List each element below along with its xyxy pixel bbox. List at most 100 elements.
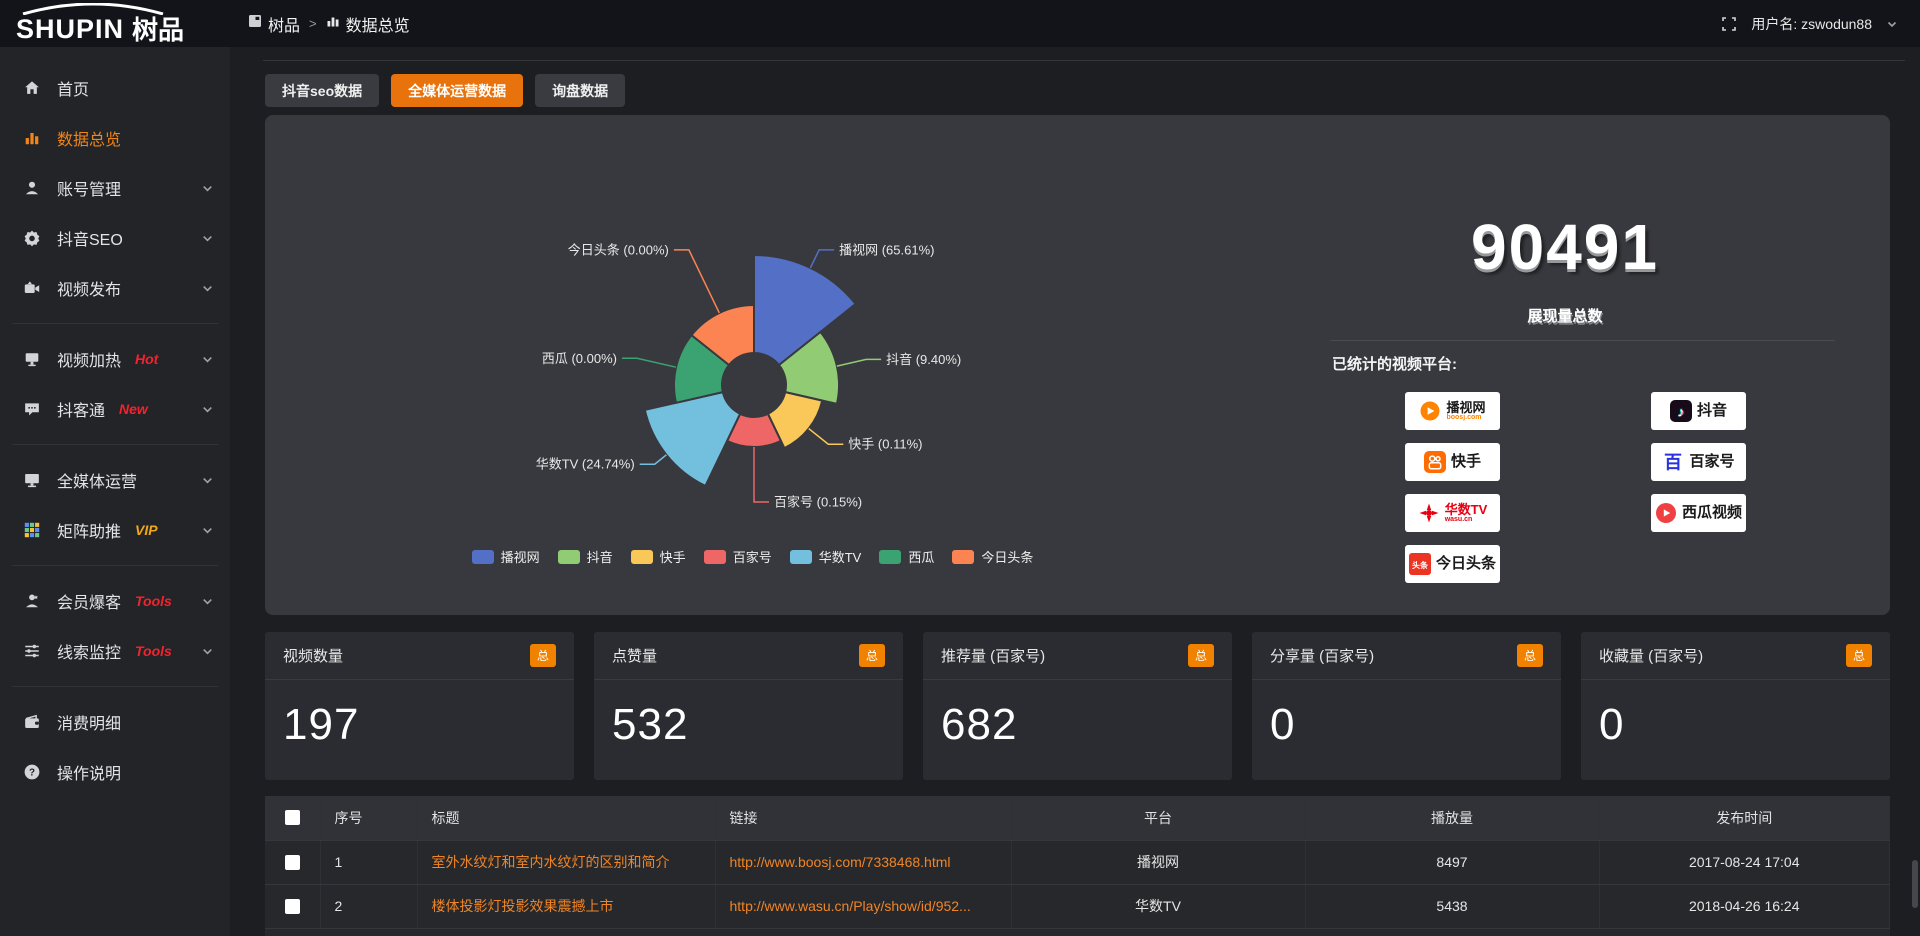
stat-total-badge[interactable]: 总 bbox=[858, 644, 885, 667]
sidebar-item-视频加热[interactable]: 视频加热 Hot bbox=[0, 334, 230, 384]
platform-badge-抖音[interactable]: ♪ ♪ ♪ 抖音 bbox=[1651, 392, 1746, 430]
platform-name: 快手 bbox=[1450, 453, 1481, 471]
legend-item-今日头条[interactable]: 今日头条 bbox=[952, 547, 1033, 566]
cell-link[interactable]: http://www.boosj.com/7338468.html bbox=[715, 840, 1012, 885]
stat-total-badge[interactable]: 总 bbox=[1845, 644, 1872, 667]
legend-label: 华数TV bbox=[818, 550, 862, 565]
row-checkbox[interactable] bbox=[284, 898, 300, 914]
platform-badge-百家号[interactable]: 百百家号 bbox=[1651, 443, 1746, 481]
platform-badge-西瓜视频[interactable]: 西瓜视频 bbox=[1651, 494, 1746, 532]
sidebar-item-视频发布[interactable]: 视频发布 bbox=[0, 263, 230, 313]
pie-slice-华数TV[interactable] bbox=[643, 390, 742, 488]
bar-chart-icon bbox=[22, 129, 42, 147]
sidebar-item-badge: Hot bbox=[135, 351, 159, 367]
stat-total-badge[interactable]: 总 bbox=[529, 644, 556, 667]
sidebar-item-会员爆客[interactable]: 会员爆客 Tools bbox=[0, 576, 230, 626]
pie-slice-今日头条[interactable] bbox=[690, 303, 755, 367]
cell-title[interactable]: 室外水纹灯和室内水纹灯的区别和简介 bbox=[417, 840, 716, 885]
stat-card-分享量 (百家号): 分享量 (百家号) 总 0 bbox=[1252, 632, 1561, 780]
platform-text: 华数TV wasu.cn bbox=[1445, 502, 1488, 524]
select-all-checkbox[interactable] bbox=[284, 810, 300, 826]
cell-link[interactable]: http://www.wasu.cn/Play/show/id/952... bbox=[715, 884, 1012, 929]
tab-询盘数据[interactable]: 询盘数据 bbox=[535, 74, 626, 107]
table-row-partial bbox=[265, 928, 1890, 936]
platform-badge-播视网[interactable]: 播视网 boosj.com bbox=[1405, 392, 1500, 430]
username[interactable]: 用户名: zswodun88 bbox=[1751, 15, 1872, 32]
legend-label: 播视网 bbox=[500, 550, 540, 565]
chevron-down-icon[interactable] bbox=[201, 474, 214, 487]
cell-platform: 播视网 bbox=[1011, 840, 1306, 885]
legend-item-华数TV[interactable]: 华数TV bbox=[789, 547, 862, 566]
logo-text-cn: 树品 bbox=[132, 15, 185, 45]
stat-card-header: 分享量 (百家号) 总 bbox=[1252, 632, 1561, 680]
chevron-down-icon[interactable] bbox=[201, 403, 214, 416]
sidebar-item-label: 会员爆客 bbox=[57, 595, 122, 612]
legend-item-百家号[interactable]: 百家号 bbox=[703, 547, 772, 566]
sidebar-item-首页[interactable]: 首页 bbox=[0, 63, 230, 113]
sidebar-item-badge: New bbox=[119, 401, 148, 417]
legend-label: 今日头条 bbox=[981, 550, 1034, 565]
sidebar-item-全媒体运营[interactable]: 全媒体运营 bbox=[0, 455, 230, 505]
fullscreen-icon[interactable] bbox=[1721, 16, 1737, 32]
chevron-down-icon[interactable] bbox=[201, 282, 214, 295]
pie-leader-line bbox=[809, 249, 835, 269]
sidebar-item-抖音SEO[interactable]: 抖音SEO bbox=[0, 213, 230, 263]
cell-title[interactable]: 楼体投影灯投影效果震撼上市 bbox=[417, 884, 716, 929]
platform-text: 西瓜视频 bbox=[1682, 505, 1742, 521]
sidebar-item-消费明细[interactable]: 消费明细 bbox=[0, 697, 230, 747]
legend-item-快手[interactable]: 快手 bbox=[630, 547, 686, 566]
stat-card-header: 收藏量 (百家号) 总 bbox=[1581, 632, 1890, 680]
sidebar-item-抖客通[interactable]: 抖客通 New bbox=[0, 384, 230, 434]
chevron-down-icon[interactable] bbox=[201, 595, 214, 608]
tab-抖音seo数据[interactable]: 抖音seo数据 bbox=[265, 74, 380, 107]
rose-pie-svg[interactable]: 播视网 (65.61%) 抖音 (9.40%) 快手 (0.11%) 百家号 (0.1… bbox=[265, 115, 1220, 545]
stat-card-header: 点赞量 总 bbox=[594, 632, 903, 680]
sidebar-item-矩阵助推[interactable]: 矩阵助推 VIP bbox=[0, 505, 230, 555]
row-checkbox[interactable] bbox=[284, 854, 300, 870]
sidebar-item-label: 视频加热 bbox=[57, 353, 122, 370]
legend-swatch bbox=[630, 549, 653, 564]
chart-legend: 播视网 抖音 快手 百家号 华数TV 西瓜 今日头条 bbox=[265, 547, 1240, 566]
stat-total-badge[interactable]: 总 bbox=[1187, 644, 1214, 667]
pie-slice-播视网[interactable] bbox=[753, 253, 858, 367]
platform-badge-华数TV[interactable]: 华数TV wasu.cn bbox=[1405, 494, 1500, 532]
pie-slice-抖音[interactable] bbox=[777, 330, 840, 406]
chevron-down-icon[interactable] bbox=[201, 353, 214, 366]
pie-slice-快手[interactable] bbox=[766, 390, 824, 450]
pie-leader-line bbox=[673, 249, 720, 314]
sidebar-item-label: 抖音SEO bbox=[57, 232, 123, 249]
breadcrumb-item[interactable]: 数据总览 bbox=[326, 12, 410, 36]
sidebar-item-账号管理[interactable]: 账号管理 bbox=[0, 163, 230, 213]
table-header-平台: 平台 bbox=[1011, 796, 1306, 841]
sidebar-divider bbox=[12, 444, 218, 445]
chevron-down-icon[interactable] bbox=[201, 524, 214, 537]
scrollbar-thumb[interactable] bbox=[1912, 860, 1918, 908]
legend-item-播视网[interactable]: 播视网 bbox=[471, 547, 540, 566]
legend-item-抖音[interactable]: 抖音 bbox=[557, 547, 613, 566]
legend-item-西瓜[interactable]: 西瓜 bbox=[879, 547, 934, 566]
chevron-down-icon[interactable] bbox=[201, 182, 214, 195]
sidebar-item-线索监控[interactable]: 线索监控 Tools bbox=[0, 626, 230, 676]
stat-card-收藏量 (百家号): 收藏量 (百家号) 总 0 bbox=[1581, 632, 1890, 780]
platform-text: 快手 bbox=[1451, 454, 1481, 470]
cell-platform: 华数TV bbox=[1011, 884, 1306, 929]
platform-badges: 播视网 boosj.com ♪ ♪ ♪ 抖音快手 百百家号华数TV wasu.cn 西瓜视频头条… bbox=[1405, 392, 1890, 583]
tab-全媒体运营数据[interactable]: 全媒体运营数据 bbox=[391, 74, 524, 107]
chevron-down-icon[interactable] bbox=[201, 645, 214, 658]
chevron-down-icon[interactable] bbox=[201, 232, 214, 245]
sidebar-item-数据总览[interactable]: 数据总览 bbox=[0, 113, 230, 163]
sidebar-divider bbox=[12, 565, 218, 566]
pie-label-抖音: 抖音 (9.40%) bbox=[886, 352, 961, 367]
chevron-down-icon[interactable] bbox=[1886, 18, 1898, 30]
stat-card-label: 点赞量 bbox=[612, 648, 658, 665]
sidebar-divider bbox=[12, 686, 218, 687]
platform-badge-今日头条[interactable]: 头条 今日头条 bbox=[1405, 545, 1500, 583]
stat-total-badge[interactable]: 总 bbox=[1516, 644, 1543, 667]
platform-badge-快手[interactable]: 快手 bbox=[1405, 443, 1500, 481]
breadcrumb-item[interactable]: 树品 bbox=[248, 12, 300, 36]
svg-text:头条: 头条 bbox=[1412, 560, 1429, 570]
partial-cell bbox=[1305, 928, 1599, 936]
platform-logo-icon: 头条 bbox=[1408, 553, 1431, 575]
platforms-label: 已统计的视频平台: bbox=[1332, 356, 1457, 373]
sidebar-item-操作说明[interactable]: ? 操作说明 bbox=[0, 747, 230, 797]
